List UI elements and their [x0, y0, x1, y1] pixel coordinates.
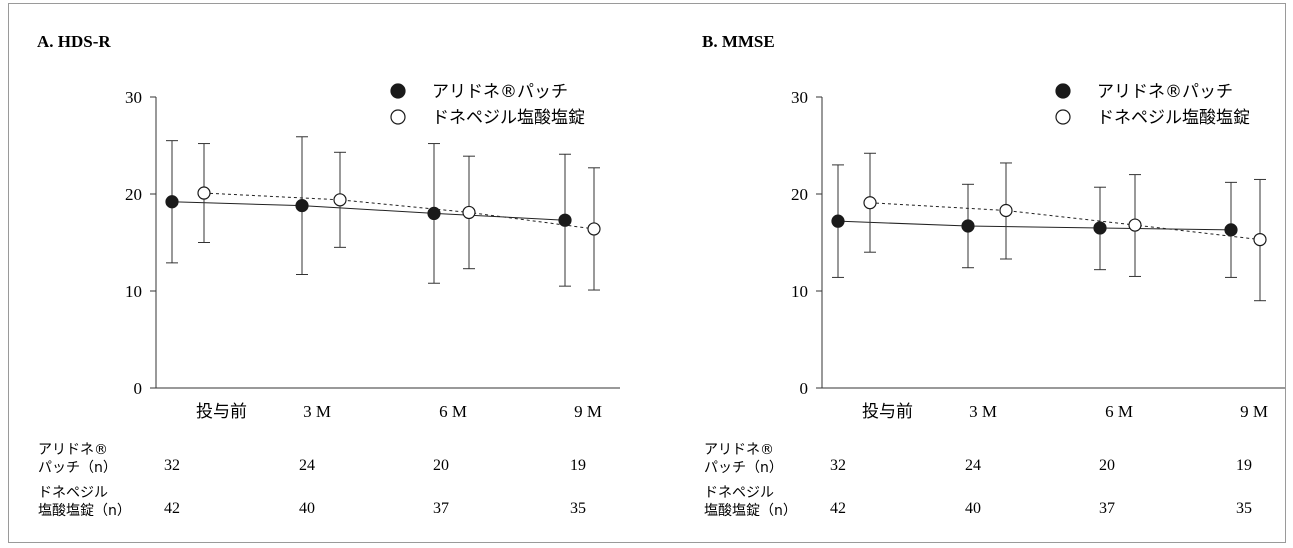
data-point-filled — [427, 206, 441, 220]
panel-title: A. HDS-R — [37, 32, 111, 51]
x-tick-label: 3 M — [303, 402, 331, 421]
n-value: 19 — [570, 457, 586, 474]
data-point-open — [999, 203, 1013, 218]
n-row-label: 塩酸塩錠（n） — [704, 503, 797, 519]
n-row-label: アリドネ® — [704, 442, 774, 458]
x-tick-label: 6 M — [439, 402, 467, 421]
n-value: 32 — [830, 457, 846, 474]
legend-marker — [1055, 83, 1071, 99]
series-line — [203, 192, 595, 230]
panel-title: B. MMSE — [702, 32, 775, 51]
n-value: 40 — [299, 500, 315, 517]
n-row-label: パッチ（n） — [704, 460, 783, 476]
data-point-open — [197, 186, 211, 200]
n-value: 37 — [1099, 500, 1115, 517]
x-tick-label: 9 M — [1240, 402, 1268, 421]
x-tick-label: 3 M — [969, 402, 997, 421]
n-value: 35 — [1236, 500, 1252, 517]
data-point-open — [333, 193, 347, 207]
n-row-label: パッチ（n） — [38, 460, 117, 476]
n-value: 20 — [1099, 457, 1115, 474]
x-tick-label: 9 M — [574, 402, 602, 421]
data-point-filled — [558, 213, 572, 227]
y-tick-label: 0 — [800, 379, 809, 398]
n-value: 32 — [164, 457, 180, 474]
x-tick-label: 6 M — [1105, 402, 1133, 421]
chart-panel-hdsr: A. HDS-R 0 10 20 30 投与前 3 M 6 M 9 M アリドネ®パッチ 32 24 2… — [37, 32, 620, 519]
n-row-label: ドネペジル — [704, 485, 774, 501]
legend-label: ドネペジル塩酸塩錠 — [432, 108, 585, 128]
n-row-label: ドネペジル — [38, 485, 108, 501]
data-point-filled — [961, 219, 975, 233]
n-value: 42 — [830, 500, 846, 517]
n-value: 24 — [299, 457, 315, 474]
y-tick-label: 20 — [125, 185, 142, 204]
y-tick-label: 0 — [134, 379, 143, 398]
data-point-filled — [165, 195, 179, 209]
legend-label: アリドネ®パッチ — [432, 82, 568, 102]
n-value: 40 — [965, 500, 981, 517]
y-tick-label: 20 — [791, 185, 808, 204]
n-value: 35 — [570, 500, 586, 517]
data-point-open — [863, 196, 877, 210]
data-point-filled — [1093, 221, 1107, 235]
data-point-filled — [295, 199, 309, 213]
legend-marker — [1055, 109, 1071, 125]
y-tick-label: 10 — [125, 282, 142, 301]
data-point-open — [587, 222, 601, 236]
data-point-filled — [1224, 223, 1238, 237]
data-point-open — [462, 205, 476, 220]
x-tick-label: 投与前 — [862, 402, 913, 421]
y-tick-label: 30 — [791, 88, 808, 107]
data-point-open — [1128, 218, 1142, 232]
y-tick-label: 10 — [791, 282, 808, 301]
n-row-label: アリドネ® — [38, 442, 108, 458]
series-line — [171, 201, 566, 221]
n-value: 37 — [433, 500, 449, 517]
n-value: 42 — [164, 500, 180, 517]
y-tick-label: 30 — [125, 88, 142, 107]
n-value: 19 — [1236, 457, 1252, 474]
legend-label: ドネペジル塩酸塩錠 — [1097, 108, 1250, 128]
legend-marker — [390, 83, 406, 99]
figure-frame — [8, 3, 1286, 543]
chart-panel-mmse: B. MMSE 0 10 20 30 投与前 3 M 6 M 9 M アリドネ®パッチ 32 24 20… — [702, 32, 1285, 519]
series-line — [869, 202, 1261, 241]
data-point-open — [1253, 232, 1267, 247]
data-point-filled — [831, 214, 845, 228]
legend-marker — [390, 109, 406, 125]
series-line — [837, 220, 1232, 231]
n-value: 20 — [433, 457, 449, 474]
legend-label: アリドネ®パッチ — [1097, 82, 1233, 102]
n-value: 24 — [965, 457, 981, 474]
n-row-label: 塩酸塩錠（n） — [38, 503, 131, 519]
x-tick-label: 投与前 — [196, 402, 247, 421]
